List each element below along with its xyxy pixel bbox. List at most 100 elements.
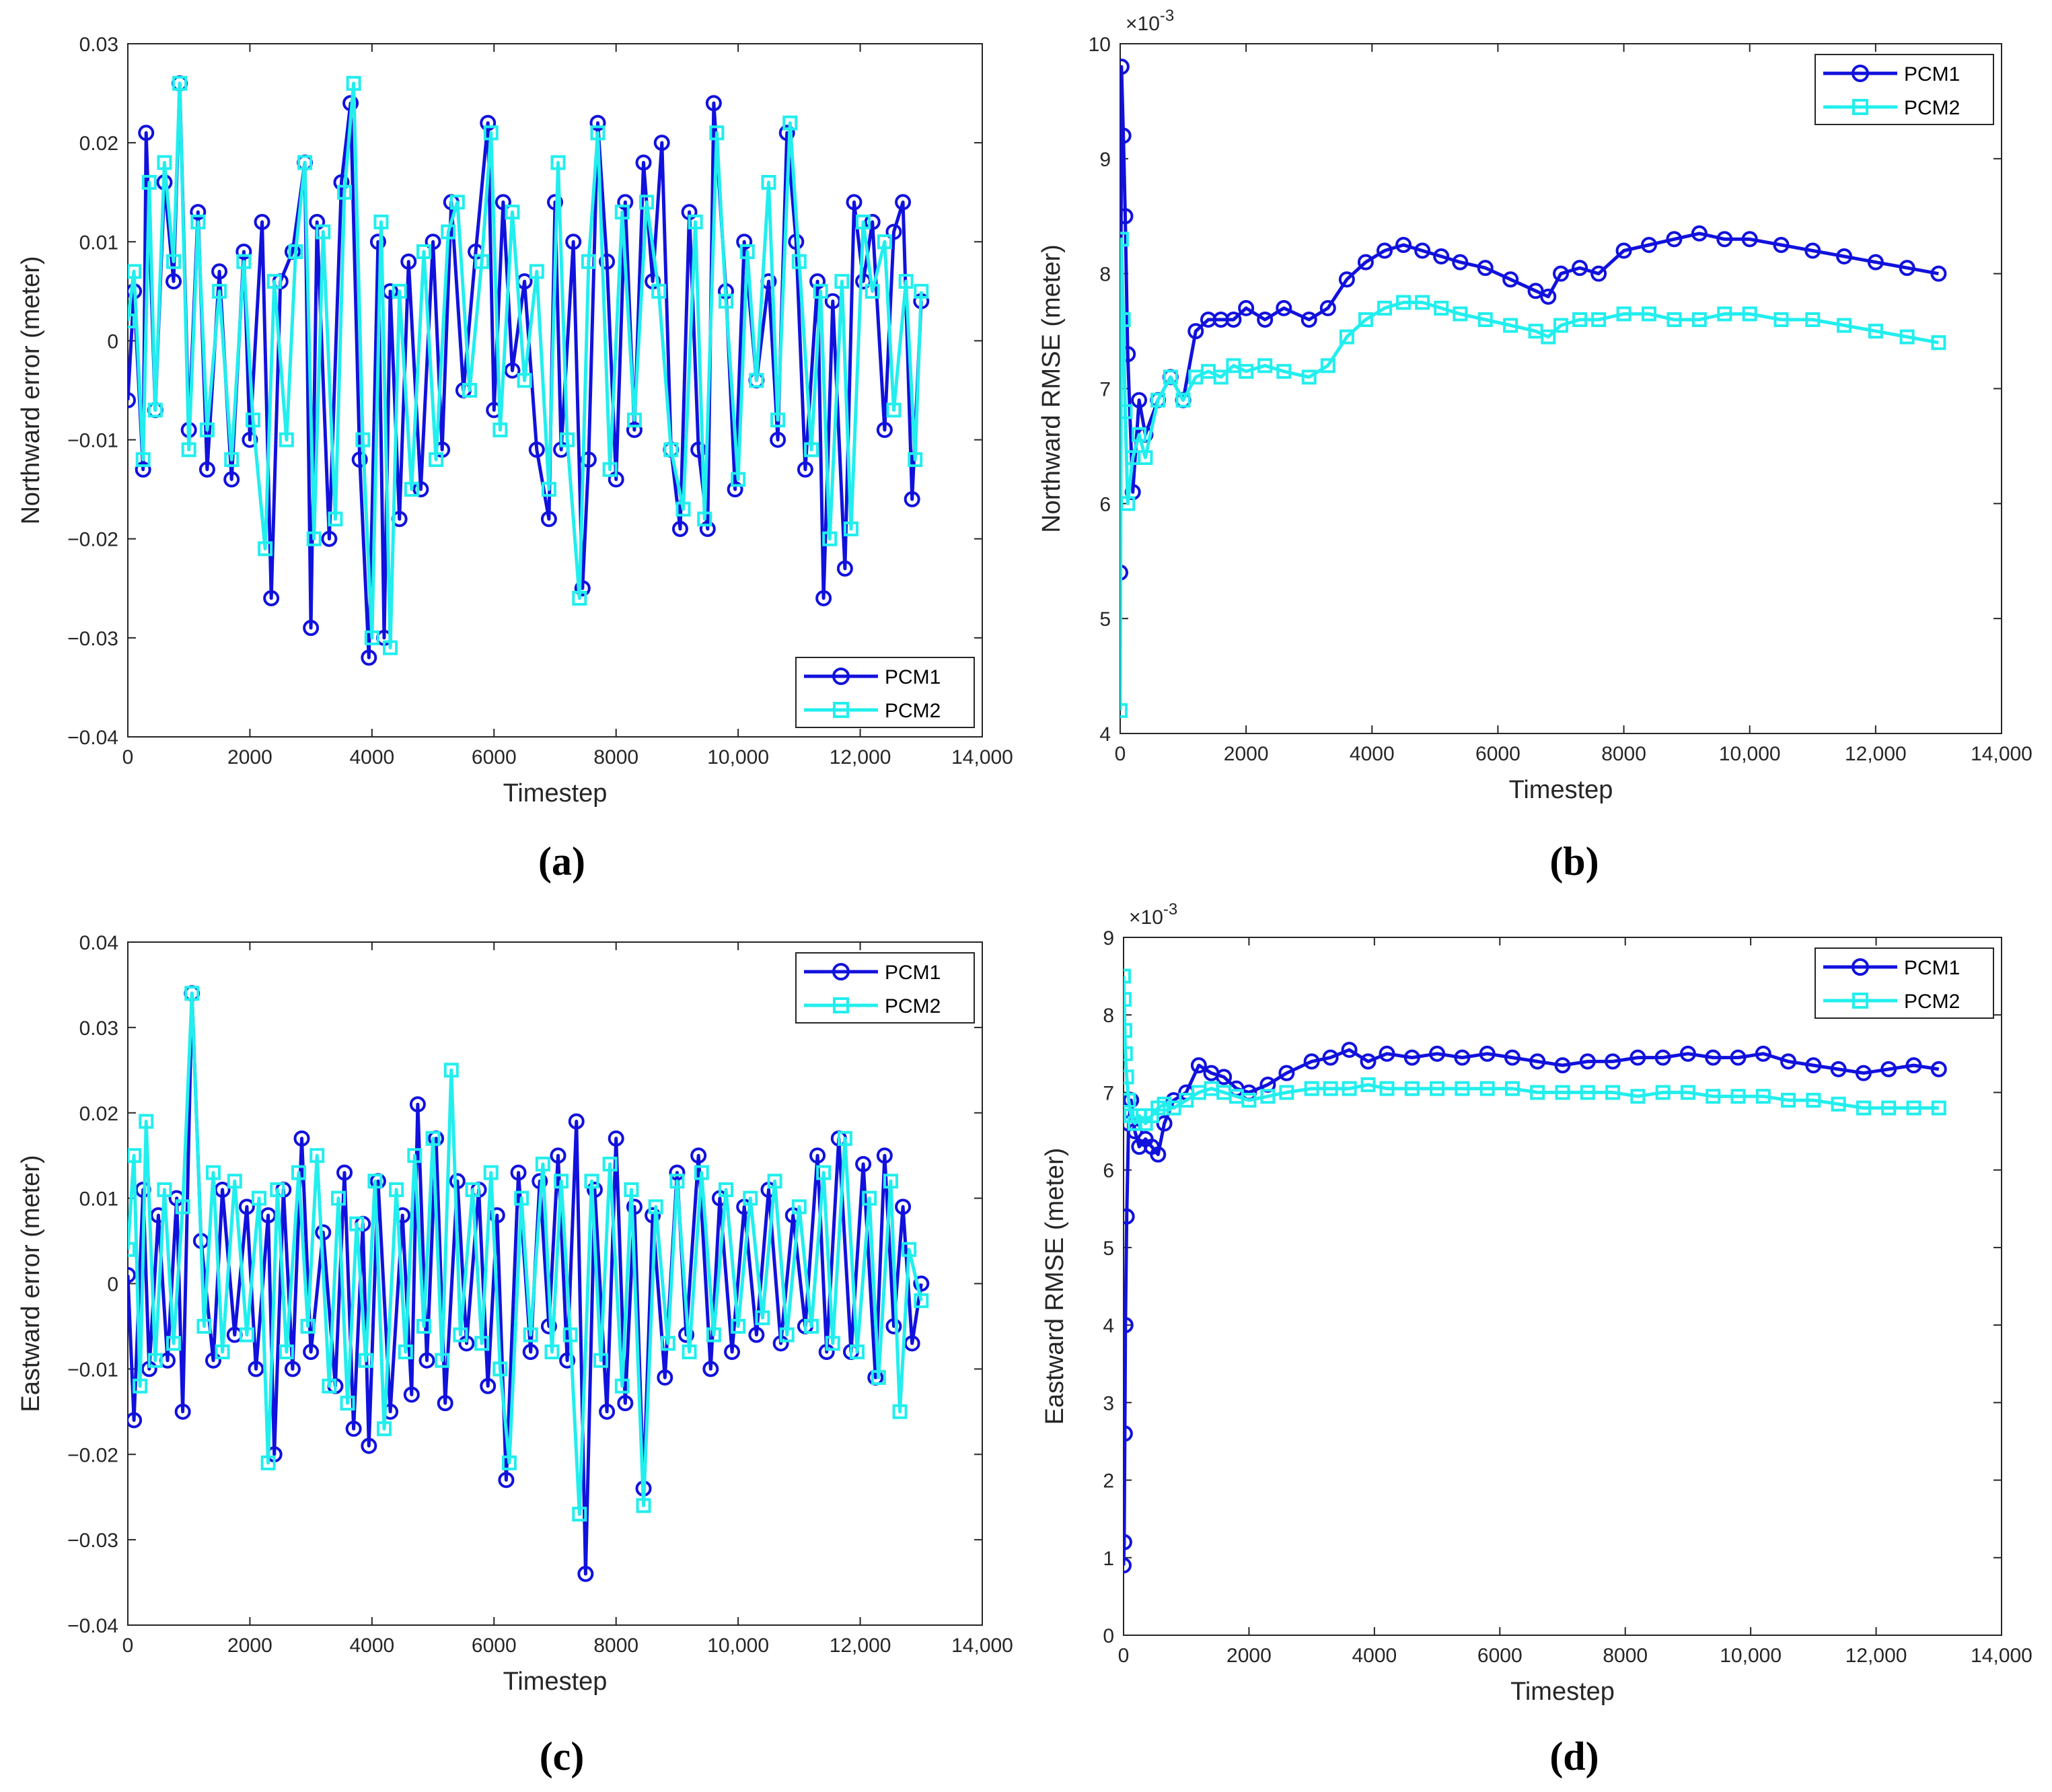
data-point: [172, 75, 188, 91]
x-tick-label: 4000: [1350, 743, 1395, 765]
data-point: [1120, 703, 1128, 718]
y-tick-label: 8: [1103, 1005, 1114, 1027]
data-point: [682, 1345, 697, 1359]
data-point: [584, 1174, 599, 1189]
x-axis-label: Timestep: [503, 1668, 608, 1696]
data-point: [425, 1131, 441, 1146]
data-point: [1780, 1053, 1797, 1070]
data-point: [1503, 318, 1518, 333]
data-point: [227, 1174, 242, 1189]
data-point: [361, 649, 377, 666]
data-point: [577, 1565, 594, 1582]
legend: PCM1 PCM2: [795, 952, 975, 1024]
data-point: [846, 194, 863, 211]
data-point: [263, 590, 280, 606]
x-tick-label: 4000: [349, 746, 394, 768]
data-point: [690, 1147, 707, 1164]
data-point: [373, 214, 389, 229]
data-point: [1124, 1534, 1132, 1550]
plot-frame: [1123, 937, 2002, 1636]
data-point: [657, 1369, 673, 1386]
data-point: [260, 1455, 276, 1470]
data-point: [648, 1199, 663, 1215]
data-point: [608, 1130, 624, 1147]
data-point: [242, 431, 258, 448]
data-point: [215, 1345, 230, 1359]
data-point: [1502, 271, 1519, 288]
data-point: [1477, 260, 1494, 277]
plot-frame: [127, 43, 983, 738]
data-point: [1616, 306, 1632, 322]
data-point: [1138, 450, 1153, 465]
data-point: [407, 1148, 423, 1163]
y-tick-label: 6: [1099, 493, 1111, 515]
series-pcm2: [128, 986, 929, 1522]
data-point: [340, 1396, 355, 1411]
y-tick-label: 0.03: [79, 1017, 118, 1040]
data-point: [719, 1182, 733, 1197]
y-tick-label: 0.02: [79, 133, 118, 155]
x-tick-label: 0: [122, 1635, 134, 1657]
data-point: [1781, 1092, 1796, 1108]
data-point: [1680, 1085, 1695, 1100]
data-point: [1554, 1057, 1571, 1074]
data-point: [480, 1377, 497, 1394]
data-point: [554, 1174, 569, 1189]
data-point: [892, 1404, 908, 1419]
data-point: [504, 362, 521, 379]
data-point: [522, 1344, 539, 1360]
data-point: [1580, 1085, 1595, 1100]
series-line: [1120, 65, 1939, 573]
data-point: [1836, 248, 1853, 265]
y-tick-label: 5: [1099, 608, 1111, 631]
panel-label: (d): [1549, 1734, 1599, 1779]
data-point: [565, 234, 582, 250]
data-point: [498, 1472, 515, 1489]
data-point: [1605, 1085, 1621, 1100]
x-tick-label: 14,000: [1971, 743, 2032, 765]
data-point: [316, 224, 331, 240]
data-point: [719, 293, 733, 309]
data-point: [1930, 265, 1947, 282]
legend: PCM1 PCM2: [795, 657, 975, 728]
legend-label-pcm1: PCM1: [885, 666, 941, 688]
data-point: [1257, 358, 1273, 373]
data-point: [724, 1344, 741, 1360]
series-line: [128, 991, 923, 1516]
data-point: [614, 1378, 630, 1394]
data-point: [1190, 1057, 1207, 1074]
data-point: [404, 482, 419, 497]
data-point: [599, 1403, 616, 1420]
data-point: [739, 244, 755, 259]
data-point: [1899, 329, 1915, 345]
y-tick-label: 3: [1103, 1392, 1114, 1414]
x-tick-label: 12,000: [1845, 743, 1907, 765]
series-pcm2: [1124, 968, 1946, 1131]
data-point: [1179, 1092, 1194, 1108]
data-point: [876, 1147, 893, 1164]
data-point: [731, 472, 746, 487]
data-point: [1868, 324, 1883, 339]
series-line: [128, 81, 923, 659]
data-point: [236, 254, 252, 269]
data-point: [1591, 312, 1607, 327]
data-point: [624, 1182, 639, 1197]
data-point: [270, 1182, 285, 1197]
data-point: [1529, 1053, 1546, 1070]
x-tick-label: 6000: [1475, 743, 1520, 765]
data-point: [1654, 1049, 1671, 1066]
data-point: [1679, 1045, 1696, 1062]
data-point: [389, 1182, 404, 1197]
y-tick-label: 2: [1103, 1470, 1114, 1493]
data-point: [602, 462, 618, 477]
data-point: [1553, 318, 1568, 333]
data-point: [300, 1318, 316, 1334]
data-point: [1120, 312, 1131, 327]
data-point: [809, 273, 826, 290]
data-point: [211, 263, 228, 280]
data-point: [743, 1190, 758, 1206]
data-point: [1157, 1096, 1172, 1112]
data-point: [157, 155, 172, 170]
y-tick-label: 9: [1103, 927, 1114, 949]
series-line: [1120, 237, 1939, 711]
